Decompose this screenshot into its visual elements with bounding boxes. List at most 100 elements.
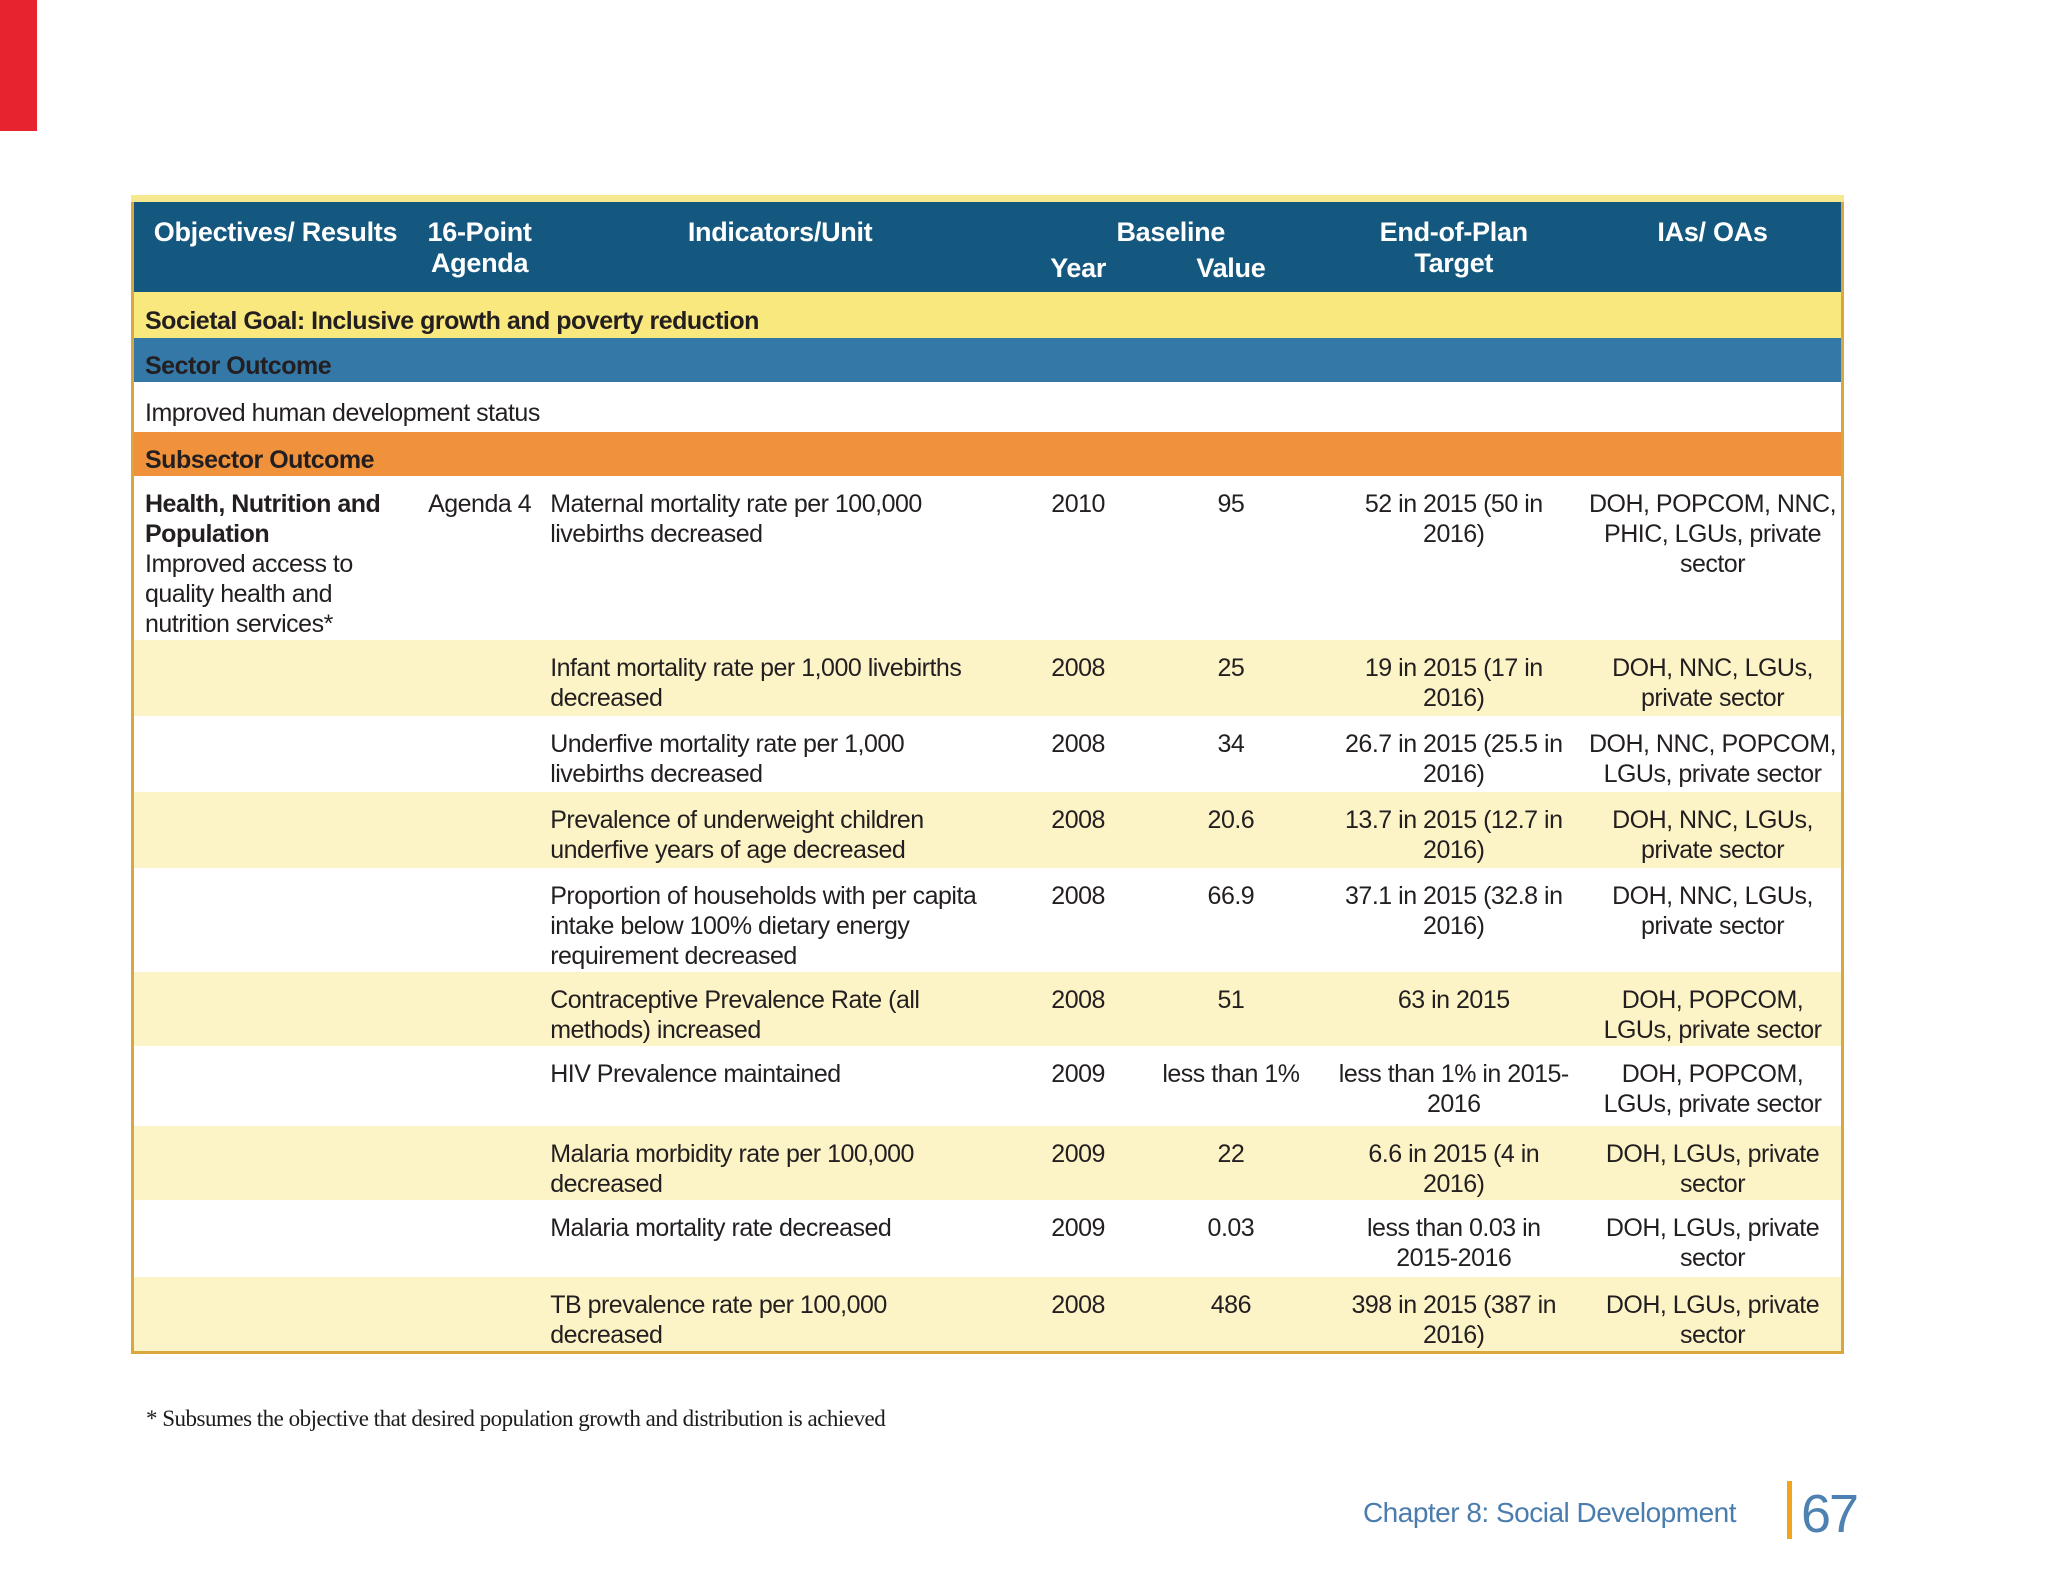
- table-row: Proportion of households with per capita…: [132, 867, 1843, 972]
- baseline-year-cell: 2008: [1018, 715, 1139, 792]
- baseline-value-cell: 486: [1138, 1276, 1324, 1353]
- target-cell: 63 in 2015: [1323, 971, 1584, 1046]
- objective-title: Health, Nutrition and Population: [145, 489, 381, 548]
- col-header-objectives: Objectives/ Results: [132, 198, 417, 292]
- col-header-agenda: 16-Point Agenda: [416, 198, 543, 292]
- target-cell: 37.1 in 2015 (32.8 in 2016): [1323, 867, 1584, 972]
- target-cell: 26.7 in 2015 (25.5 in 2016): [1323, 715, 1584, 792]
- table-header: Objectives/ Results 16-Point Agenda Indi…: [132, 198, 1843, 292]
- target-cell: 398 in 2015 (387 in 2016): [1323, 1276, 1584, 1353]
- baseline-year-cell: 2009: [1018, 1125, 1139, 1200]
- col-header-ias: IAs/ OAs: [1584, 198, 1843, 292]
- ias-cell: DOH, NNC, LGUs, private sector: [1584, 867, 1843, 972]
- col-header-value: Value: [1138, 250, 1324, 292]
- table-row: Prevalence of underweight children under…: [132, 791, 1843, 868]
- baseline-value-cell: 25: [1138, 639, 1324, 716]
- indicator-cell: HIV Prevalence maintained: [542, 1045, 1019, 1126]
- indicator-cell: Infant mortality rate per 1,000 livebirt…: [542, 639, 1019, 716]
- indicator-cell: Malaria morbidity rate per 100,000 decre…: [542, 1125, 1019, 1200]
- page-number: 67: [1801, 1484, 1859, 1544]
- col-header-indicators: Indicators/Unit: [542, 198, 1019, 292]
- table-row: Malaria mortality rate decreased 2009 0.…: [132, 1199, 1843, 1277]
- baseline-value-cell: 51: [1138, 971, 1324, 1046]
- table-row: HIV Prevalence maintained 2009 less than…: [132, 1045, 1843, 1126]
- ias-cell: DOH, POPCOM, NNC, PHIC, LGUs, private se…: [1584, 475, 1843, 640]
- baseline-year-cell: 2008: [1018, 639, 1139, 716]
- subsector-outcome-band: Subsector Outcome: [132, 431, 1843, 476]
- objective-cell: [132, 1276, 417, 1353]
- col-header-target: End-of-Plan Target: [1323, 198, 1584, 292]
- target-cell: 52 in 2015 (50 in 2016): [1323, 475, 1584, 640]
- societal-goal-band: Societal Goal: Inclusive growth and pove…: [132, 291, 1843, 338]
- objective-cell: [132, 639, 417, 716]
- target-cell: 19 in 2015 (17 in 2016): [1323, 639, 1584, 716]
- sector-outcome-value: Improved human development status: [132, 381, 1843, 432]
- indicator-cell: TB prevalence rate per 100,000 decreased: [542, 1276, 1019, 1353]
- target-cell: less than 1% in 2015- 2016: [1323, 1045, 1584, 1126]
- indicator-cell: Malaria mortality rate decreased: [542, 1199, 1019, 1277]
- agenda-cell: [416, 971, 543, 1046]
- table-row: Malaria morbidity rate per 100,000 decre…: [132, 1125, 1843, 1200]
- baseline-year-cell: 2008: [1018, 971, 1139, 1046]
- baseline-value-cell: 0.03: [1138, 1199, 1324, 1277]
- agenda-cell: [416, 867, 543, 972]
- baseline-year-cell: 2008: [1018, 791, 1139, 868]
- objective-cell: [132, 971, 417, 1046]
- agenda-cell: [416, 1276, 543, 1353]
- objective-cell: [132, 867, 417, 972]
- baseline-value-cell: 95: [1138, 475, 1324, 640]
- objective-cell: [132, 791, 417, 868]
- baseline-value-cell: 66.9: [1138, 867, 1324, 972]
- baseline-year-cell: 2008: [1018, 1276, 1139, 1353]
- objective-cell: [132, 1045, 417, 1126]
- baseline-year-cell: 2009: [1018, 1199, 1139, 1277]
- objective-cell: [132, 1125, 417, 1200]
- footer-chapter-title: Chapter 8: Social Development: [1362, 1497, 1737, 1528]
- indicator-cell: Proportion of households with per capita…: [542, 867, 1019, 972]
- table-row: TB prevalence rate per 100,000 decreased…: [132, 1276, 1843, 1353]
- indicator-cell: Maternal mortality rate per 100,000 live…: [542, 475, 1019, 640]
- agenda-cell: [416, 1045, 543, 1126]
- chapter-edge-tab: [0, 0, 37, 131]
- table-row: Infant mortality rate per 1,000 livebirt…: [132, 639, 1843, 716]
- footnote: * Subsumes the objective that desired po…: [146, 1406, 886, 1431]
- ias-cell: DOH, NNC, LGUs, private sector: [1584, 639, 1843, 716]
- objective-cell: Health, Nutrition and Population Improved…: [132, 475, 417, 640]
- indicator-cell: Underfive mortality rate per 1,000 liveb…: [542, 715, 1019, 792]
- indicator-cell: Contraceptive Prevalence Rate (all metho…: [542, 971, 1019, 1046]
- baseline-year-cell: 2010: [1018, 475, 1139, 640]
- ias-cell: DOH, NNC, LGUs, private sector: [1584, 791, 1843, 868]
- baseline-year-cell: 2008: [1018, 867, 1139, 972]
- agenda-cell: [416, 639, 543, 716]
- ias-cell: DOH, LGUs, private sector: [1584, 1199, 1843, 1277]
- baseline-value-cell: 34: [1138, 715, 1324, 792]
- target-cell: 6.6 in 2015 (4 in 2016): [1323, 1125, 1584, 1200]
- col-header-baseline: Baseline: [1018, 198, 1324, 251]
- ias-cell: DOH, POPCOM, LGUs, private sector: [1584, 1045, 1843, 1126]
- sector-outcome-band: Sector Outcome: [132, 337, 1843, 382]
- ias-cell: DOH, LGUs, private sector: [1584, 1125, 1843, 1200]
- baseline-value-cell: less than 1%: [1138, 1045, 1324, 1126]
- baseline-year-cell: 2009: [1018, 1045, 1139, 1126]
- table-row: Contraceptive Prevalence Rate (all metho…: [132, 971, 1843, 1046]
- objective-cell: [132, 715, 417, 792]
- indicator-cell: Prevalence of underweight children under…: [542, 791, 1019, 868]
- results-matrix-table: Objectives/ Results 16-Point Agenda Indi…: [131, 195, 1844, 1354]
- table-row: Underfive mortality rate per 1,000 liveb…: [132, 715, 1843, 792]
- col-header-year: Year: [1018, 250, 1139, 292]
- agenda-cell: [416, 791, 543, 868]
- footer-divider-bar: [1787, 1481, 1792, 1539]
- agenda-cell: Agenda 4: [416, 475, 543, 640]
- ias-cell: DOH, POPCOM, LGUs, private sector: [1584, 971, 1843, 1046]
- agenda-cell: [416, 1199, 543, 1277]
- table-row: Health, Nutrition and Population Improved…: [132, 475, 1843, 640]
- ias-cell: DOH, LGUs, private sector: [1584, 1276, 1843, 1353]
- objective-description: Improved access to quality health and nu…: [145, 549, 353, 638]
- agenda-cell: [416, 715, 543, 792]
- target-cell: less than 0.03 in 2015-2016: [1323, 1199, 1584, 1277]
- agenda-cell: [416, 1125, 543, 1200]
- objective-cell: [132, 1199, 417, 1277]
- baseline-value-cell: 20.6: [1138, 791, 1324, 868]
- ias-cell: DOH, NNC, POPCOM, LGUs, private sector: [1584, 715, 1843, 792]
- target-cell: 13.7 in 2015 (12.7 in 2016): [1323, 791, 1584, 868]
